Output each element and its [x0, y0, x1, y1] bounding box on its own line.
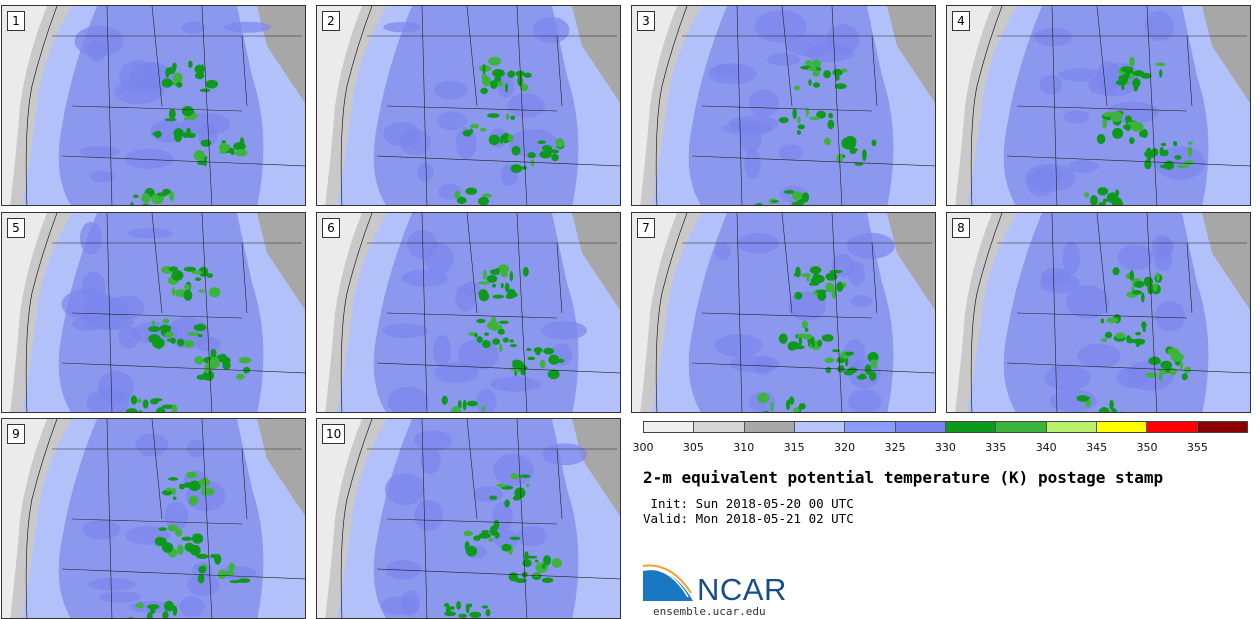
colorbar-tick: 340 [1035, 441, 1057, 454]
ensemble-member-panel-5: 5 [1, 212, 306, 413]
colorbar-segment [794, 422, 846, 432]
ensemble-member-panel-6: 6 [316, 212, 621, 413]
map [632, 6, 935, 205]
ensemble-member-panel-3: 3 [631, 5, 936, 206]
map [947, 6, 1250, 205]
colorbar-tick: 350 [1136, 441, 1158, 454]
colorbar-tick: 305 [682, 441, 704, 454]
colorbar-segment [1147, 422, 1198, 432]
map [317, 419, 620, 618]
colorbar-tick-labels: 300 305 310 315 320 325 330 335 340 345 … [633, 441, 1248, 455]
panel-number: 4 [952, 11, 970, 31]
panel-number: 8 [952, 218, 970, 238]
colorbar-tick: 300 [632, 441, 654, 454]
map [2, 213, 305, 412]
panel-number: 2 [322, 11, 340, 31]
colorbar-segment [895, 422, 946, 432]
map [632, 213, 935, 412]
colorbar-segment [744, 422, 795, 432]
map [317, 213, 620, 412]
colorbar-segment [1197, 422, 1247, 432]
ensemble-member-panel-7: 7 [631, 212, 936, 413]
panel-number: 1 [7, 11, 25, 31]
colorbar-tick: 320 [834, 441, 856, 454]
logo-wordmark: NCAR [697, 572, 787, 607]
colorbar-tick: 310 [733, 441, 755, 454]
ensemble-member-panel-1: 1 [1, 5, 306, 206]
colorbar-tick: 330 [934, 441, 956, 454]
map [947, 213, 1250, 412]
ncar-logo-icon [643, 564, 693, 601]
product-title: 2-m equivalent potential temperature (K)… [643, 468, 1164, 487]
panel-number: 6 [322, 218, 340, 238]
colorbar-tick: 355 [1186, 441, 1208, 454]
map [2, 419, 305, 618]
colorbar-tick: 315 [783, 441, 805, 454]
map [2, 6, 305, 205]
colorbar-tick: 335 [985, 441, 1007, 454]
colorbar [643, 421, 1248, 433]
ensemble-member-panel-8: 8 [946, 212, 1251, 413]
ensemble-member-panel-10: 10 [316, 418, 621, 619]
colorbar-segment [996, 422, 1047, 432]
colorbar-segment [644, 422, 695, 432]
logo-url: ensemble.ucar.edu [653, 605, 766, 618]
colorbar-segment [694, 422, 745, 432]
panel-number: 9 [7, 424, 25, 444]
colorbar-segment [845, 422, 896, 432]
valid-time: Valid: Mon 2018-05-21 02 UTC [643, 511, 854, 526]
colorbar-segment [945, 422, 997, 432]
panel-number: 3 [637, 11, 655, 31]
colorbar-segment [1096, 422, 1148, 432]
ensemble-member-panel-9: 9 [1, 418, 306, 619]
panel-number: 10 [322, 424, 346, 444]
init-time: Init: Sun 2018-05-20 00 UTC [643, 496, 854, 511]
panel-number: 7 [637, 218, 655, 238]
forecast-times: Init: Sun 2018-05-20 00 UTC Valid: Mon 20… [643, 496, 854, 526]
colorbar-segment [1046, 422, 1097, 432]
colorbar-tick: 345 [1086, 441, 1108, 454]
panel-number: 5 [7, 218, 25, 238]
map [317, 6, 620, 205]
colorbar-tick: 325 [884, 441, 906, 454]
ensemble-member-panel-2: 2 [316, 5, 621, 206]
ensemble-member-panel-4: 4 [946, 5, 1251, 206]
